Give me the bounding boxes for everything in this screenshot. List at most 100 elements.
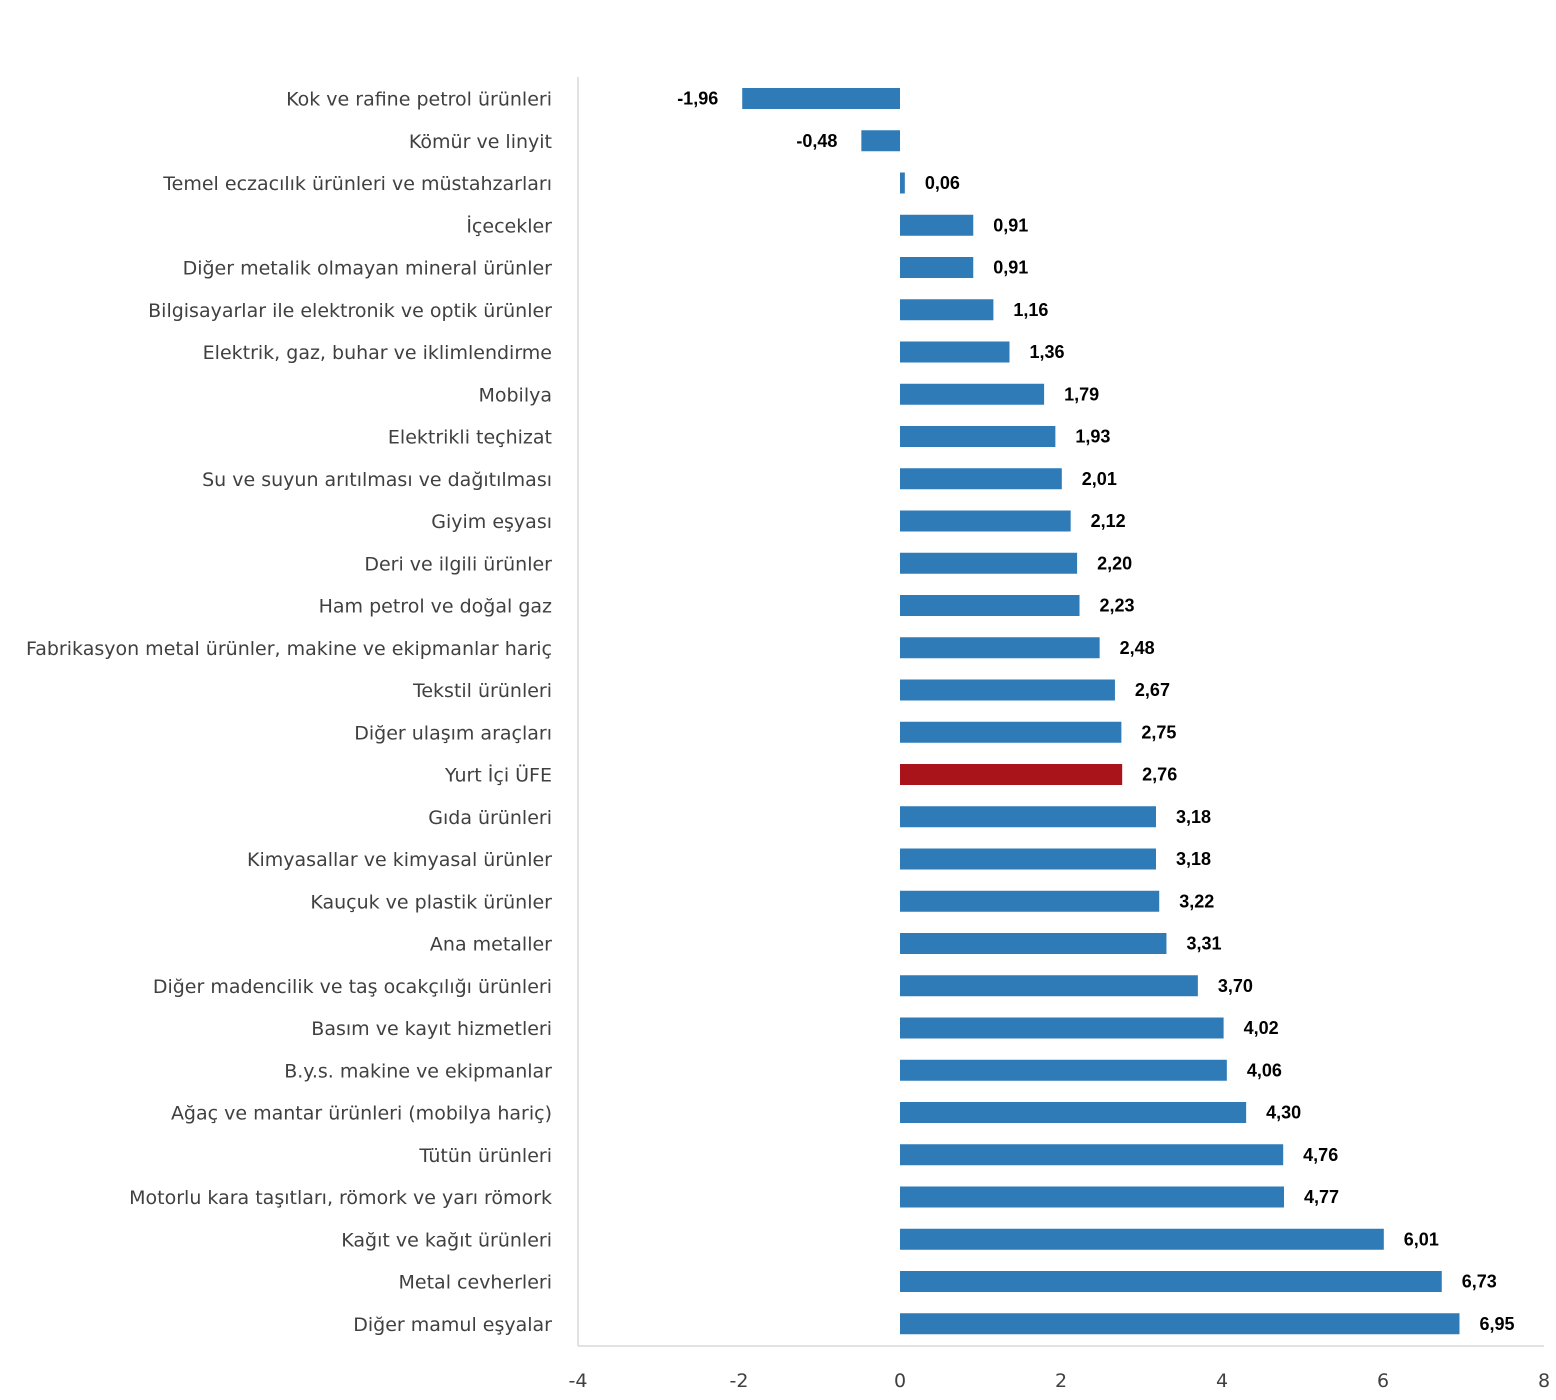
value-label: 3,70 bbox=[1218, 976, 1253, 996]
category-label: Mobilya bbox=[478, 384, 552, 406]
category-label: Elektrik, gaz, buhar ve iklimlendirme bbox=[203, 342, 552, 364]
bar bbox=[900, 806, 1156, 828]
value-label: 0,91 bbox=[993, 258, 1028, 278]
category-label: Metal cevherleri bbox=[399, 1272, 552, 1294]
value-label: -1,96 bbox=[677, 89, 718, 109]
value-label: 2,01 bbox=[1082, 469, 1117, 489]
value-label: 6,95 bbox=[1479, 1314, 1514, 1334]
value-label: 1,93 bbox=[1075, 427, 1110, 447]
category-label: Deri ve ilgili ürünler bbox=[364, 553, 552, 575]
bar bbox=[900, 637, 1100, 659]
bars-group bbox=[742, 88, 1460, 1335]
bar bbox=[900, 1102, 1247, 1123]
bar bbox=[900, 975, 1198, 997]
bar bbox=[900, 1144, 1284, 1166]
value-label: 4,77 bbox=[1304, 1187, 1339, 1207]
bar bbox=[900, 383, 1045, 405]
category-label: Fabrikasyon metal ürünler, makine ve eki… bbox=[26, 638, 552, 660]
x-tick-label: 6 bbox=[1377, 1370, 1389, 1392]
x-tick-label: -4 bbox=[569, 1370, 588, 1392]
value-label: 4,02 bbox=[1244, 1018, 1279, 1038]
bar bbox=[900, 1228, 1384, 1250]
value-label: 2,75 bbox=[1141, 722, 1176, 742]
category-label: Diğer madencilik ve taş ocakçılığı ürünl… bbox=[153, 976, 552, 998]
value-label: 6,73 bbox=[1462, 1272, 1497, 1292]
value-label: 1,16 bbox=[1013, 300, 1048, 320]
category-label: Diğer ulaşım araçları bbox=[354, 722, 552, 744]
bar bbox=[742, 88, 900, 109]
bar bbox=[900, 721, 1122, 743]
bar bbox=[900, 552, 1078, 574]
value-label: 0,06 bbox=[925, 173, 960, 193]
value-label: 4,76 bbox=[1303, 1145, 1338, 1165]
value-label: -0,48 bbox=[796, 131, 837, 151]
bar bbox=[900, 595, 1080, 616]
category-label: Ağaç ve mantar ürünleri (mobilya hariç) bbox=[171, 1103, 552, 1125]
category-label: Gıda ürünleri bbox=[428, 807, 552, 829]
bar bbox=[900, 933, 1167, 954]
x-tick-label: 8 bbox=[1538, 1370, 1550, 1392]
category-label: Diğer metalik olmayan mineral ürünler bbox=[183, 258, 553, 280]
category-label: Bilgisayarlar ile elektronik ve optik ür… bbox=[148, 300, 552, 322]
value-label: 3,18 bbox=[1176, 849, 1211, 869]
bar bbox=[900, 172, 905, 194]
category-label: Kok ve rafine petrol ürünleri bbox=[286, 89, 552, 111]
category-label: Ana metaller bbox=[430, 934, 552, 956]
bar bbox=[900, 679, 1115, 701]
category-label: B.y.s. makine ve ekipmanlar bbox=[284, 1060, 552, 1082]
value-label: 2,76 bbox=[1142, 765, 1177, 785]
bar bbox=[900, 1313, 1460, 1335]
category-label: Elektrikli teçhizat bbox=[388, 427, 552, 449]
x-tick-label: 2 bbox=[1055, 1370, 1067, 1392]
category-label: Tekstil ürünleri bbox=[412, 680, 552, 702]
value-label: 2,23 bbox=[1100, 596, 1135, 616]
bar bbox=[900, 1017, 1224, 1039]
category-label: Motorlu kara taşıtları, römork ve yarı r… bbox=[129, 1187, 552, 1209]
value-label: 0,91 bbox=[993, 215, 1028, 235]
category-label: Kağıt ve kağıt ürünleri bbox=[341, 1229, 552, 1251]
value-label: 4,30 bbox=[1266, 1103, 1301, 1123]
bar bbox=[900, 890, 1160, 912]
category-labels-group: Kok ve rafine petrol ürünleri Kömür ve li… bbox=[26, 89, 552, 1336]
x-tick-label: 0 bbox=[894, 1370, 906, 1392]
axes-group: -4 -2 0 2 4 6 8 bbox=[569, 77, 1550, 1392]
category-label: Basım ve kayıt hizmetleri bbox=[311, 1018, 552, 1040]
category-label: Su ve suyun arıtılması ve dağıtılması bbox=[202, 469, 552, 491]
x-tick-label: -2 bbox=[730, 1370, 749, 1392]
category-label: Tütün ürünleri bbox=[418, 1145, 552, 1167]
x-tick-label: 4 bbox=[1216, 1370, 1228, 1392]
category-label: Temel eczacılık ürünleri ve müstahzarlar… bbox=[162, 173, 552, 195]
category-label: Kauçuk ve plastik ürünler bbox=[310, 891, 552, 913]
value-label: 6,01 bbox=[1404, 1229, 1439, 1249]
category-label: Kömür ve linyit bbox=[409, 131, 552, 153]
bar bbox=[900, 1186, 1284, 1208]
bar bbox=[900, 257, 974, 278]
bar bbox=[900, 426, 1056, 447]
value-labels-group: -1,96 -0,48 0,06 0,91 0,91 1,16 1,36 1,79 1,93 2,… bbox=[677, 89, 1514, 1334]
bar bbox=[900, 214, 974, 236]
value-label: 4,06 bbox=[1247, 1060, 1282, 1080]
category-label: Diğer mamul eşyalar bbox=[353, 1314, 552, 1336]
value-label: 2,67 bbox=[1135, 680, 1170, 700]
category-label: İçecekler bbox=[466, 214, 552, 237]
category-label: Giyim eşyası bbox=[431, 511, 552, 533]
value-label: 1,36 bbox=[1029, 342, 1064, 362]
bar bbox=[900, 468, 1062, 490]
category-label: Yurt İçi ÜFE bbox=[444, 764, 552, 787]
bar bbox=[900, 764, 1123, 785]
value-label: 2,12 bbox=[1091, 511, 1126, 531]
value-label: 2,48 bbox=[1120, 638, 1155, 658]
value-label: 1,79 bbox=[1064, 384, 1099, 404]
bar bbox=[900, 1271, 1442, 1292]
bar bbox=[861, 130, 900, 152]
bar bbox=[900, 510, 1071, 532]
bar bbox=[900, 1059, 1227, 1081]
bar bbox=[900, 848, 1156, 870]
value-label: 2,20 bbox=[1097, 553, 1132, 573]
category-label: Ham petrol ve doğal gaz bbox=[319, 596, 552, 618]
bar bbox=[900, 341, 1010, 363]
category-label: Kimyasallar ve kimyasal ürünler bbox=[247, 849, 552, 871]
value-label: 3,22 bbox=[1179, 891, 1214, 911]
value-label: 3,31 bbox=[1186, 934, 1221, 954]
